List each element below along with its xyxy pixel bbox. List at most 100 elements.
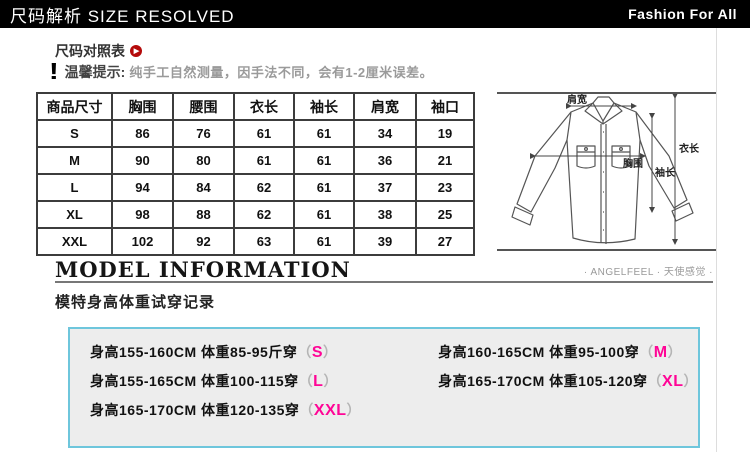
chest-label: 胸围 — [623, 157, 643, 170]
top-banner: 尺码解析 SIZE RESOLVED Fashion For All — [0, 0, 750, 28]
column-header: 胸围 — [111, 92, 174, 121]
size-label-cell: S — [36, 119, 113, 148]
measure-value-cell: 84 — [172, 173, 235, 202]
paren-close: ） — [323, 373, 338, 389]
column-header: 商品尺寸 — [36, 92, 113, 121]
fitting-entry-size: L — [313, 373, 324, 390]
fitting-entry: 身高165-170CM 体重105-120穿（XL） — [438, 371, 698, 391]
measure-value-cell: 92 — [172, 227, 235, 256]
measure-value-cell: 21 — [415, 146, 475, 175]
fitting-entry: 身高155-160CM 体重85-95斤穿（S） — [90, 342, 438, 362]
measure-value-cell: 76 — [172, 119, 235, 148]
sleeve-length-label: 袖长 — [654, 166, 676, 179]
tip-text: 纯手工自然测量，因手法不同，会有1-2厘米误差。 — [129, 65, 434, 80]
measure-value-cell: 63 — [233, 227, 295, 256]
table-row: S 86 76 61 61 34 19 — [36, 119, 475, 148]
measure-tip: ! 温馨提示: 纯手工自然测量，因手法不同，会有1-2厘米误差。 — [48, 58, 434, 84]
size-label-cell: XL — [36, 200, 113, 229]
measure-value-cell: 27 — [415, 227, 475, 256]
fitting-left-column: 身高155-160CM 体重85-95斤穿（S） 身高155-165CM 体重10… — [90, 342, 438, 446]
size-label-cell: L — [36, 173, 113, 202]
model-info-title: MODEL INFORMATION — [55, 257, 351, 282]
measure-value-cell: 34 — [353, 119, 417, 148]
measure-value-cell: 62 — [233, 200, 295, 229]
garment-length-label: 衣长 — [679, 142, 700, 155]
fitting-record-box: 身高155-160CM 体重85-95斤穿（S） 身高155-165CM 体重10… — [68, 327, 700, 448]
measure-value-cell: 88 — [172, 200, 235, 229]
exclamation-icon: ! — [48, 58, 59, 84]
measure-value-cell: 61 — [293, 173, 355, 202]
column-header: 肩宽 — [353, 92, 417, 121]
measure-value-cell: 86 — [111, 119, 174, 148]
size-chart-heading-label: 尺码对照表 — [55, 43, 125, 59]
measure-value-cell: 90 — [111, 146, 174, 175]
paren-open: （ — [299, 402, 314, 418]
model-info-subtitle: 模特身高体重试穿记录 — [55, 294, 216, 311]
size-table-body: S 86 76 61 61 34 19 M 90 80 61 61 36 21 L 94 84 62 61 37 23 X… — [36, 119, 475, 256]
measure-value-cell: 80 — [172, 146, 235, 175]
measure-value-cell: 36 — [353, 146, 417, 175]
measure-value-cell: 98 — [111, 200, 174, 229]
size-table: 商品尺寸 胸围 腰围 衣长 袖长 肩宽 袖口 S 86 76 61 61 34 19 M 90 80 61 61 3… — [36, 92, 475, 256]
shirt-measure-diagram: 肩宽 胸围 袖长 衣长 — [497, 92, 716, 251]
measure-value-cell: 39 — [353, 227, 417, 256]
column-header: 袖长 — [293, 92, 355, 121]
right-page-divider — [716, 28, 717, 452]
size-label-cell: XXL — [36, 227, 113, 256]
column-header: 腰围 — [172, 92, 235, 121]
paren-close: ） — [323, 344, 338, 360]
paren-close: ） — [683, 373, 698, 389]
measure-value-cell: 61 — [233, 146, 295, 175]
paren-close: ） — [667, 344, 683, 360]
measure-value-cell: 61 — [293, 200, 355, 229]
brand-slogan: Fashion For All — [628, 6, 737, 22]
paren-open: （ — [298, 373, 314, 389]
measure-value-cell: 23 — [415, 173, 475, 202]
page-title: 尺码解析 SIZE RESOLVED — [10, 6, 235, 26]
column-header: 袖口 — [415, 92, 475, 121]
shirt-drawing: 肩宽 胸围 袖长 衣长 — [511, 94, 700, 245]
table-row: M 90 80 61 61 36 21 — [36, 146, 475, 175]
measure-value-cell: 61 — [293, 227, 355, 256]
measure-value-cell: 61 — [293, 119, 355, 148]
measure-value-cell: 62 — [233, 173, 295, 202]
fitting-entry-text: 身高160-165CM 体重95-100穿 — [438, 344, 640, 360]
paren-open: （ — [297, 344, 312, 360]
fitting-entry-size: XXL — [313, 402, 347, 419]
paren-open: （ — [647, 373, 663, 389]
fitting-entry: 身高155-165CM 体重100-115穿（L） — [90, 371, 438, 391]
size-label-cell: M — [36, 146, 113, 175]
measure-value-cell: 102 — [111, 227, 174, 256]
measure-value-cell: 19 — [415, 119, 475, 148]
measure-value-cell: 38 — [353, 200, 417, 229]
table-row: L 94 84 62 61 37 23 — [36, 173, 475, 202]
fitting-right-column: 身高160-165CM 体重95-100穿（M） 身高165-170CM 体重10… — [438, 342, 698, 446]
measure-value-cell: 94 — [111, 173, 174, 202]
tip-label: 温馨提示: — [64, 63, 126, 80]
measure-value-cell: 61 — [233, 119, 295, 148]
measure-value-cell: 37 — [353, 173, 417, 202]
fitting-entry-text: 身高165-170CM 体重105-120穿 — [438, 373, 648, 389]
fitting-entry: 身高165-170CM 体重120-135穿（XXL） — [90, 400, 438, 420]
paren-open: （ — [639, 344, 654, 360]
fitting-entry-size: M — [653, 344, 668, 361]
fitting-entry-text: 身高165-170CM 体重120-135穿 — [90, 402, 300, 418]
fitting-entry-text: 身高155-165CM 体重100-115穿 — [90, 373, 299, 389]
play-icon: ▶ — [130, 45, 142, 57]
size-table-header: 商品尺寸 胸围 腰围 衣长 袖长 肩宽 袖口 — [36, 92, 475, 121]
column-header: 衣长 — [233, 92, 295, 121]
fitting-entry-size: S — [311, 344, 324, 361]
table-row: XL 98 88 62 61 38 25 — [36, 200, 475, 229]
size-chart-heading: 尺码对照表 ▶ — [55, 41, 142, 61]
model-info-brand-note: · ANGELFEEL · 天使感觉 · — [583, 267, 713, 278]
fitting-entry: 身高160-165CM 体重95-100穿（M） — [438, 342, 698, 362]
table-header-row: 商品尺寸 胸围 腰围 衣长 袖长 肩宽 袖口 — [36, 92, 475, 121]
table-row: XXL 102 92 63 61 39 27 — [36, 227, 475, 256]
fitting-entry-size: XL — [662, 373, 684, 390]
measure-value-cell: 25 — [415, 200, 475, 229]
measure-value-cell: 61 — [293, 146, 355, 175]
model-info-header: MODEL INFORMATION · ANGELFEEL · 天使感觉 · — [55, 257, 713, 283]
shoulder-width-label: 肩宽 — [567, 94, 587, 106]
fitting-entry-text: 身高155-160CM 体重85-95斤穿 — [90, 344, 298, 360]
